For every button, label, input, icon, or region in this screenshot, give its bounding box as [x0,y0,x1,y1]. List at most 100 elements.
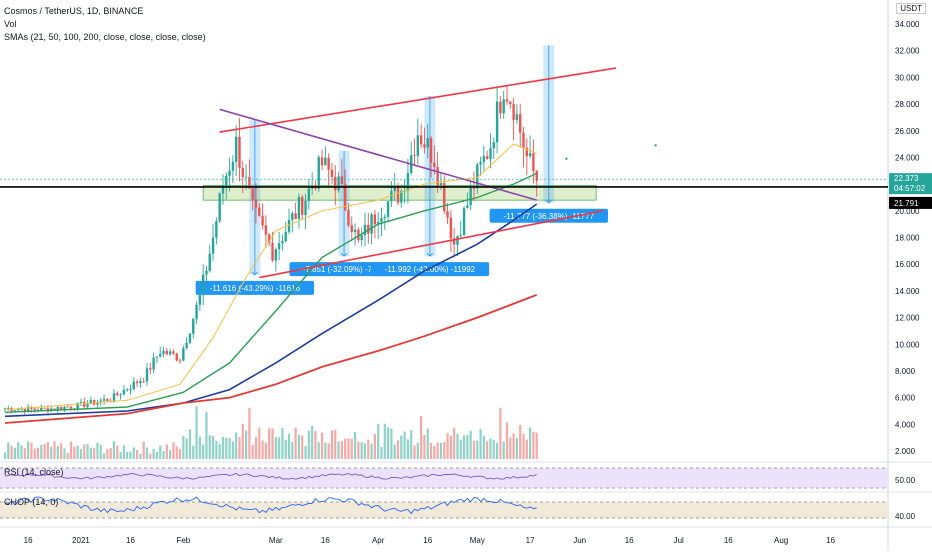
candle-body [317,157,320,189]
volume-bar [357,441,360,459]
candle-body [132,381,136,390]
x-tick-label: Feb [176,536,190,545]
volume-bar [472,440,476,459]
x-tick-label: 16 [126,536,135,545]
chop-level-label: 40.00 [895,512,916,521]
candle-body [373,214,377,225]
x-tick-label: Jun [573,536,586,545]
candle-body [152,357,155,370]
y-tick-label: 2.000 [895,447,916,456]
candle-body [383,216,386,219]
candle-body [43,407,46,409]
volume-bar [63,448,66,459]
last-price-value: 22.373 [894,174,919,183]
candle-body [258,207,261,216]
volume-bar [162,451,165,459]
candle-body [347,209,350,226]
volume-bar [17,442,20,459]
volume-bar [155,451,159,459]
candle-body [376,221,380,225]
volume-bar [519,425,522,459]
candle-body [185,342,188,349]
legend-sma[interactable]: SMAs (21, 50, 100, 200, close, close, cl… [4,32,206,42]
volume-bar [152,449,155,459]
candle-body [532,153,535,171]
volume-bar [525,439,528,459]
volume-bar [466,434,469,459]
candle-body [509,101,512,105]
candle-body [241,168,244,178]
volume-bar [126,451,129,459]
x-tick-label: 16 [724,536,733,545]
candle-body [238,136,241,169]
candle-body [436,167,439,186]
volume-bar [436,442,439,459]
volume-bar [449,435,452,459]
chart-legend: Cosmos / TetherUS, 1D, BINANCE Vol SMAs … [4,5,206,44]
volume-bar [271,428,274,459]
candle-body [264,225,268,235]
volume-bar [241,423,244,459]
candle-body [343,184,347,210]
volume-bar [420,415,423,459]
volume-bar [330,430,334,459]
candle-body [456,236,459,245]
candle-body [102,399,106,401]
volume-bar [122,445,125,459]
volume-bar [43,443,46,459]
legend-symbol[interactable]: Cosmos / TetherUS, 1D, BINANCE [4,6,144,16]
candle-body [182,348,185,361]
chop-line [4,496,537,515]
volume-bar [456,433,459,459]
volume-bar [367,439,370,459]
y-tick-label: 10.000 [895,340,920,349]
volume-bar [258,427,261,459]
volume-bar [20,445,23,459]
candle-body [307,188,311,202]
volume-bar [149,453,152,459]
volume-bar [159,445,162,459]
candle-body [63,406,66,410]
candle-body [159,353,162,357]
candle-body [515,114,519,120]
volume-bar [254,436,258,459]
volume-bar [205,411,208,459]
candle-body [334,176,337,191]
candle-body [86,404,89,407]
volume-bar [317,442,320,459]
volume-bar [350,438,353,459]
legend-volume[interactable]: Vol [4,19,17,29]
volume-bar [386,427,390,459]
chop-label[interactable]: CHOP (14, 0) [4,497,59,507]
volume-bar [182,435,185,459]
candle-body [271,243,274,261]
y-tick-label: 18.000 [895,234,920,243]
y-tick-label: 30.000 [895,73,920,82]
volume-bar [515,438,519,459]
candle-body [139,381,142,384]
currency-badge[interactable]: USDT [896,3,926,14]
rsi-label[interactable]: RSI (14, close) [4,467,64,477]
candle-body [469,188,472,206]
candle-body [116,393,119,396]
candle-body [254,199,258,208]
volume-bar [453,427,456,459]
volume-bar [60,443,63,459]
x-tick-label: 16 [625,536,634,545]
volume-bar [311,425,314,459]
trend-line [259,210,603,279]
volume-bar [10,445,13,459]
volume-bar [3,452,7,459]
volume-bar [228,438,231,459]
volume-bar [479,428,482,459]
y-tick-label: 24.000 [895,153,920,162]
volume-bar [337,441,340,459]
volume-bar [390,428,393,459]
measure-arrowhead [426,252,434,257]
volume-bar [426,428,429,459]
volume-bar [33,448,36,459]
candle-body [446,211,449,218]
candle-body [231,161,235,171]
candle-body [188,333,192,343]
